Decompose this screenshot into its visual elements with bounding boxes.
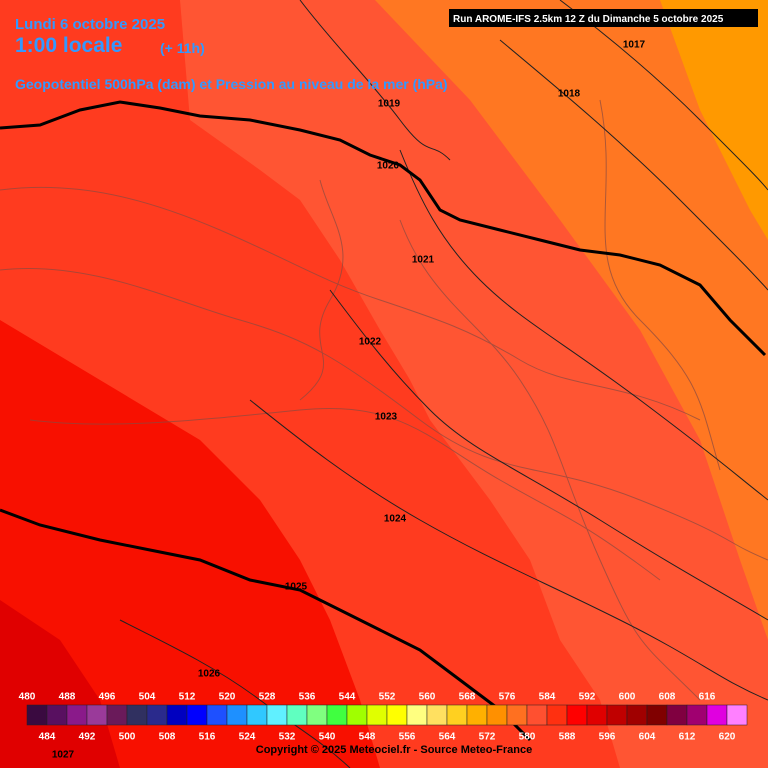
colorbar-box xyxy=(346,704,368,726)
colorbar-box xyxy=(686,704,708,726)
colorbar-label: 536 xyxy=(299,692,316,703)
colorbar-label: 544 xyxy=(339,692,356,703)
band-588 xyxy=(0,320,380,768)
colorbar-label: 484 xyxy=(39,732,56,743)
colorbar-label: 576 xyxy=(499,692,516,703)
run-box xyxy=(449,9,758,27)
colorbar-box xyxy=(466,704,488,726)
band-592 xyxy=(0,600,120,768)
colorbar-label: 520 xyxy=(219,692,236,703)
isobar-labels: 1017 1018 1019 1020 1021 1022 1023 1024 1025 1026… xyxy=(52,40,646,761)
colorbar-box xyxy=(226,704,248,726)
colorbar-box xyxy=(46,704,68,726)
colorbar-box xyxy=(706,704,728,726)
colorbar-box xyxy=(26,704,48,726)
colorbar-label: 600 xyxy=(619,692,636,703)
colorbar-box xyxy=(406,704,428,726)
time: 1:00 locale xyxy=(15,34,122,57)
colorbar-label: 620 xyxy=(719,732,736,743)
colorbar-label: 564 xyxy=(439,732,456,743)
colorbar-label: 604 xyxy=(639,732,656,743)
colorbar-box xyxy=(646,704,668,726)
colorbar-box xyxy=(286,704,308,726)
colorbar-box xyxy=(526,704,548,726)
isobars xyxy=(119,0,768,769)
colorbar-box xyxy=(546,704,568,726)
colorbar-label: 532 xyxy=(279,732,296,743)
colorbar-label: 588 xyxy=(559,732,576,743)
colorbar-label: 580 xyxy=(519,732,536,743)
colorbar-box xyxy=(246,704,268,726)
colorbar-box xyxy=(106,704,128,726)
isobar-label: 1022 xyxy=(359,337,382,348)
colorbar-box xyxy=(366,704,388,726)
colorbar-label: 492 xyxy=(79,732,96,743)
colorbar: 480 484 488 492 496 500 504 508 512 516 520 524 528 5… xyxy=(19,692,748,743)
geopotential-line xyxy=(0,508,532,742)
colorbar-label: 608 xyxy=(659,692,676,703)
colorbar-label: 480 xyxy=(19,692,36,703)
borders xyxy=(0,99,768,701)
copyright: Copyright © 2025 Meteociel.fr - Source M… xyxy=(256,744,532,756)
colorbar-box xyxy=(626,704,648,726)
isobar-label: 1024 xyxy=(384,514,407,525)
colorbar-box xyxy=(126,704,148,726)
colorbar-box xyxy=(266,704,288,726)
isobar-label: 1017 xyxy=(623,40,646,51)
colorbar-box xyxy=(426,704,448,726)
colorbar-label: 552 xyxy=(379,692,396,703)
colorbar-label: 560 xyxy=(419,692,436,703)
colorbar-label: 512 xyxy=(179,692,196,703)
colorbar-box xyxy=(206,704,228,726)
colorbar-label: 496 xyxy=(99,692,116,703)
colorbar-box xyxy=(326,704,348,726)
colorbar-label: 592 xyxy=(579,692,596,703)
colorbar-label: 572 xyxy=(479,732,496,743)
colorbar-box xyxy=(66,704,88,726)
colorbar-label: 568 xyxy=(459,692,476,703)
isobar-label: 1018 xyxy=(558,89,581,100)
colorbar-label: 584 xyxy=(539,692,556,703)
colorbar-label: 616 xyxy=(699,692,716,703)
colorbar-box xyxy=(586,704,608,726)
colorbar-label: 488 xyxy=(59,692,76,703)
colorbar-box xyxy=(166,704,188,726)
colorbar-label: 596 xyxy=(599,732,616,743)
colorbar-label: 500 xyxy=(119,732,136,743)
colorbar-box xyxy=(726,704,748,726)
run-info: Run AROME-IFS 2.5km 12 Z du Dimanche 5 o… xyxy=(453,14,724,25)
isobar-label: 1023 xyxy=(375,412,398,423)
lead-time: (+ 11h) xyxy=(160,40,205,56)
colorbar-label: 556 xyxy=(399,732,416,743)
isobar-label: 1021 xyxy=(412,255,435,266)
colorbar-label: 524 xyxy=(239,732,256,743)
colorbar-box xyxy=(386,704,408,726)
colorbar-box xyxy=(566,704,588,726)
colorbar-box xyxy=(306,704,328,726)
colorbar-label: 528 xyxy=(259,692,276,703)
colorbar-label: 612 xyxy=(679,732,696,743)
isobar-label: 1026 xyxy=(198,669,221,680)
colorbar-box xyxy=(606,704,628,726)
colorbar-box xyxy=(186,704,208,726)
isobar-label: 1019 xyxy=(378,99,401,110)
subtitle: Geopotentiel 500hPa (dam) et Pression au… xyxy=(15,76,448,92)
colorbar-box xyxy=(506,704,528,726)
colorbar-label: 548 xyxy=(359,732,376,743)
colorbar-box xyxy=(486,704,508,726)
colorbar-label: 504 xyxy=(139,692,156,703)
isobar-label: 1025 xyxy=(285,582,308,593)
colorbar-label: 516 xyxy=(199,732,216,743)
colorbar-label: 508 xyxy=(159,732,176,743)
colorbar-box xyxy=(146,704,168,726)
colorbar-box xyxy=(446,704,468,726)
date: Lundi 6 octobre 2025 xyxy=(15,16,165,33)
geopotential-line xyxy=(0,100,767,357)
colorbar-box xyxy=(666,704,688,726)
colorbar-box xyxy=(86,704,108,726)
isobar-label: 1020 xyxy=(377,161,400,172)
isobar-label: 1027 xyxy=(52,750,75,761)
colorbar-label: 540 xyxy=(319,732,336,743)
